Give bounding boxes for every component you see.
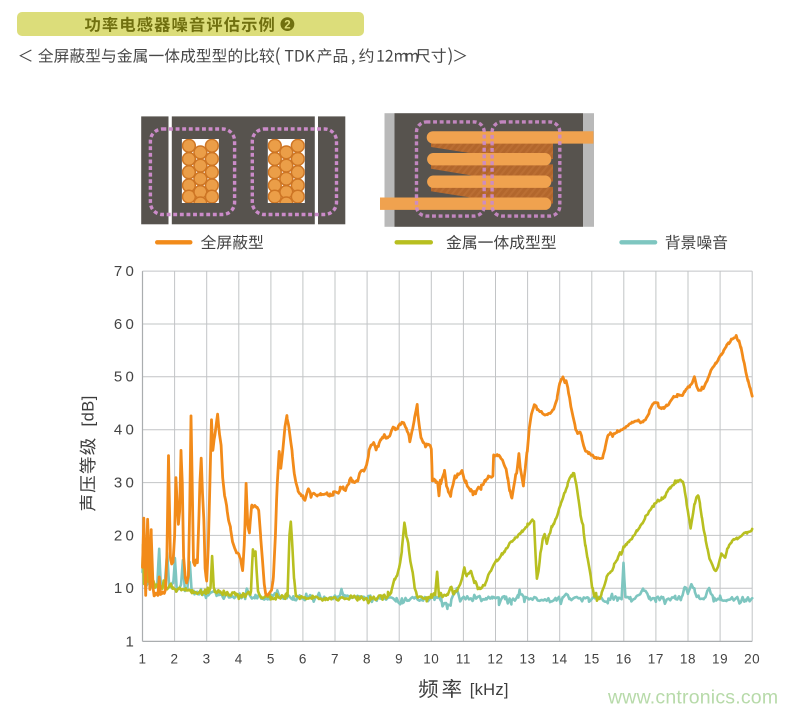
svg-text:2: 2 — [171, 651, 179, 666]
svg-text:1: 1 — [138, 651, 146, 666]
svg-text:15: 15 — [584, 651, 600, 666]
svg-text:10: 10 — [114, 580, 137, 597]
svg-text:13: 13 — [519, 651, 535, 666]
svg-text:19: 19 — [712, 651, 728, 666]
svg-text:20: 20 — [744, 651, 760, 666]
svg-text:[kHz]: [kHz] — [470, 681, 509, 699]
svg-text:www.cntronics.com: www.cntronics.com — [607, 687, 778, 709]
svg-text:18: 18 — [680, 651, 696, 666]
svg-text:6: 6 — [299, 651, 307, 666]
svg-text:2: 2 — [284, 19, 290, 31]
svg-text:5: 5 — [267, 651, 275, 666]
svg-text:8: 8 — [363, 651, 371, 666]
svg-text:1: 1 — [125, 633, 137, 650]
svg-text:7: 7 — [331, 651, 339, 666]
svg-text:14: 14 — [552, 651, 568, 666]
svg-text:50: 50 — [114, 369, 137, 386]
svg-text:9: 9 — [395, 651, 403, 666]
svg-text:10: 10 — [423, 651, 439, 666]
svg-text:70: 70 — [114, 263, 137, 280]
svg-text:3: 3 — [203, 651, 211, 666]
svg-text:20: 20 — [114, 527, 137, 544]
svg-text:11: 11 — [456, 651, 471, 666]
svg-text:17: 17 — [648, 651, 664, 666]
svg-text:40: 40 — [114, 422, 137, 439]
svg-text:60: 60 — [114, 316, 137, 333]
svg-text:4: 4 — [235, 651, 243, 666]
svg-text:[dB]: [dB] — [80, 395, 98, 426]
svg-text:16: 16 — [616, 651, 632, 666]
svg-text:12: 12 — [487, 651, 503, 666]
svg-text:30: 30 — [114, 475, 137, 492]
